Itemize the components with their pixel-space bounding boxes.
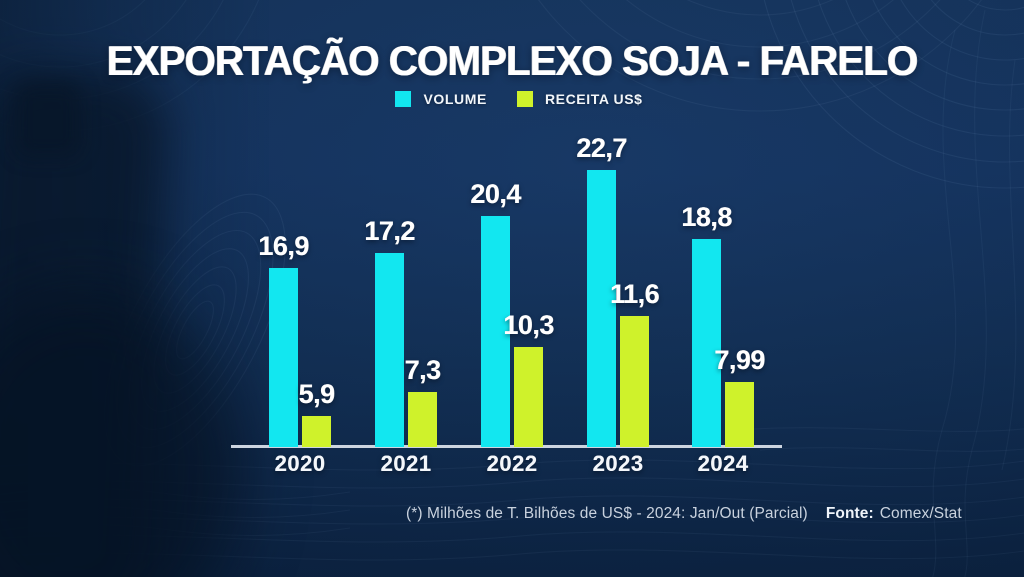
volume-swatch [395, 91, 412, 107]
volume-bar [269, 268, 298, 447]
receita-bar [725, 382, 754, 447]
receita-bar [514, 347, 543, 447]
volume-bar [375, 253, 404, 447]
receita-value-label: 5,9 [298, 379, 335, 409]
source-text: Comex/Stat [879, 505, 962, 522]
volume-bar [481, 216, 510, 447]
receita-bar [408, 392, 437, 447]
volume-value-label: 18,8 [681, 202, 732, 232]
receita-value-label: 10,3 [503, 310, 554, 340]
page-title: EXPORTAÇÃO COMPLEXO SOJA - FARELO [106, 37, 919, 84]
category-label-2024: 2024 [697, 451, 749, 476]
receita-value-label: 11,6 [609, 279, 660, 309]
volume-value-label: 20,4 [470, 179, 521, 209]
chart-legend: VOLUME RECEITA US$ [0, 91, 1024, 107]
receita-value-label: 7,3 [404, 355, 441, 385]
volume-value-label: 17,2 [364, 216, 415, 246]
legend-item-volume: VOLUME [395, 91, 487, 107]
receita-value-label: 7,99 [714, 345, 765, 375]
source-label: Fonte: [825, 505, 874, 522]
volume-value-label: 22,7 [576, 133, 627, 163]
receita-swatch [516, 91, 533, 107]
footnote: (*) Milhões de T. Bilhões de US$ - 2024:… [406, 505, 962, 523]
receita-bar [302, 416, 331, 447]
volume-value-label: 16,9 [258, 231, 309, 261]
legend-label-volume: VOLUME [423, 91, 487, 107]
category-label-2021: 2021 [380, 451, 432, 476]
volume-bar [587, 170, 616, 447]
category-label-2023: 2023 [592, 451, 644, 476]
legend-item-receita: RECEITA US$ [516, 91, 643, 107]
category-label-2022: 2022 [486, 451, 538, 476]
volume-bar [692, 239, 721, 447]
category-label-2020: 2020 [274, 451, 326, 476]
footnote-text: (*) Milhões de T. Bilhões de US$ - 2024:… [406, 505, 808, 522]
legend-label-receita: RECEITA US$ [544, 91, 643, 107]
receita-bar [620, 316, 649, 447]
